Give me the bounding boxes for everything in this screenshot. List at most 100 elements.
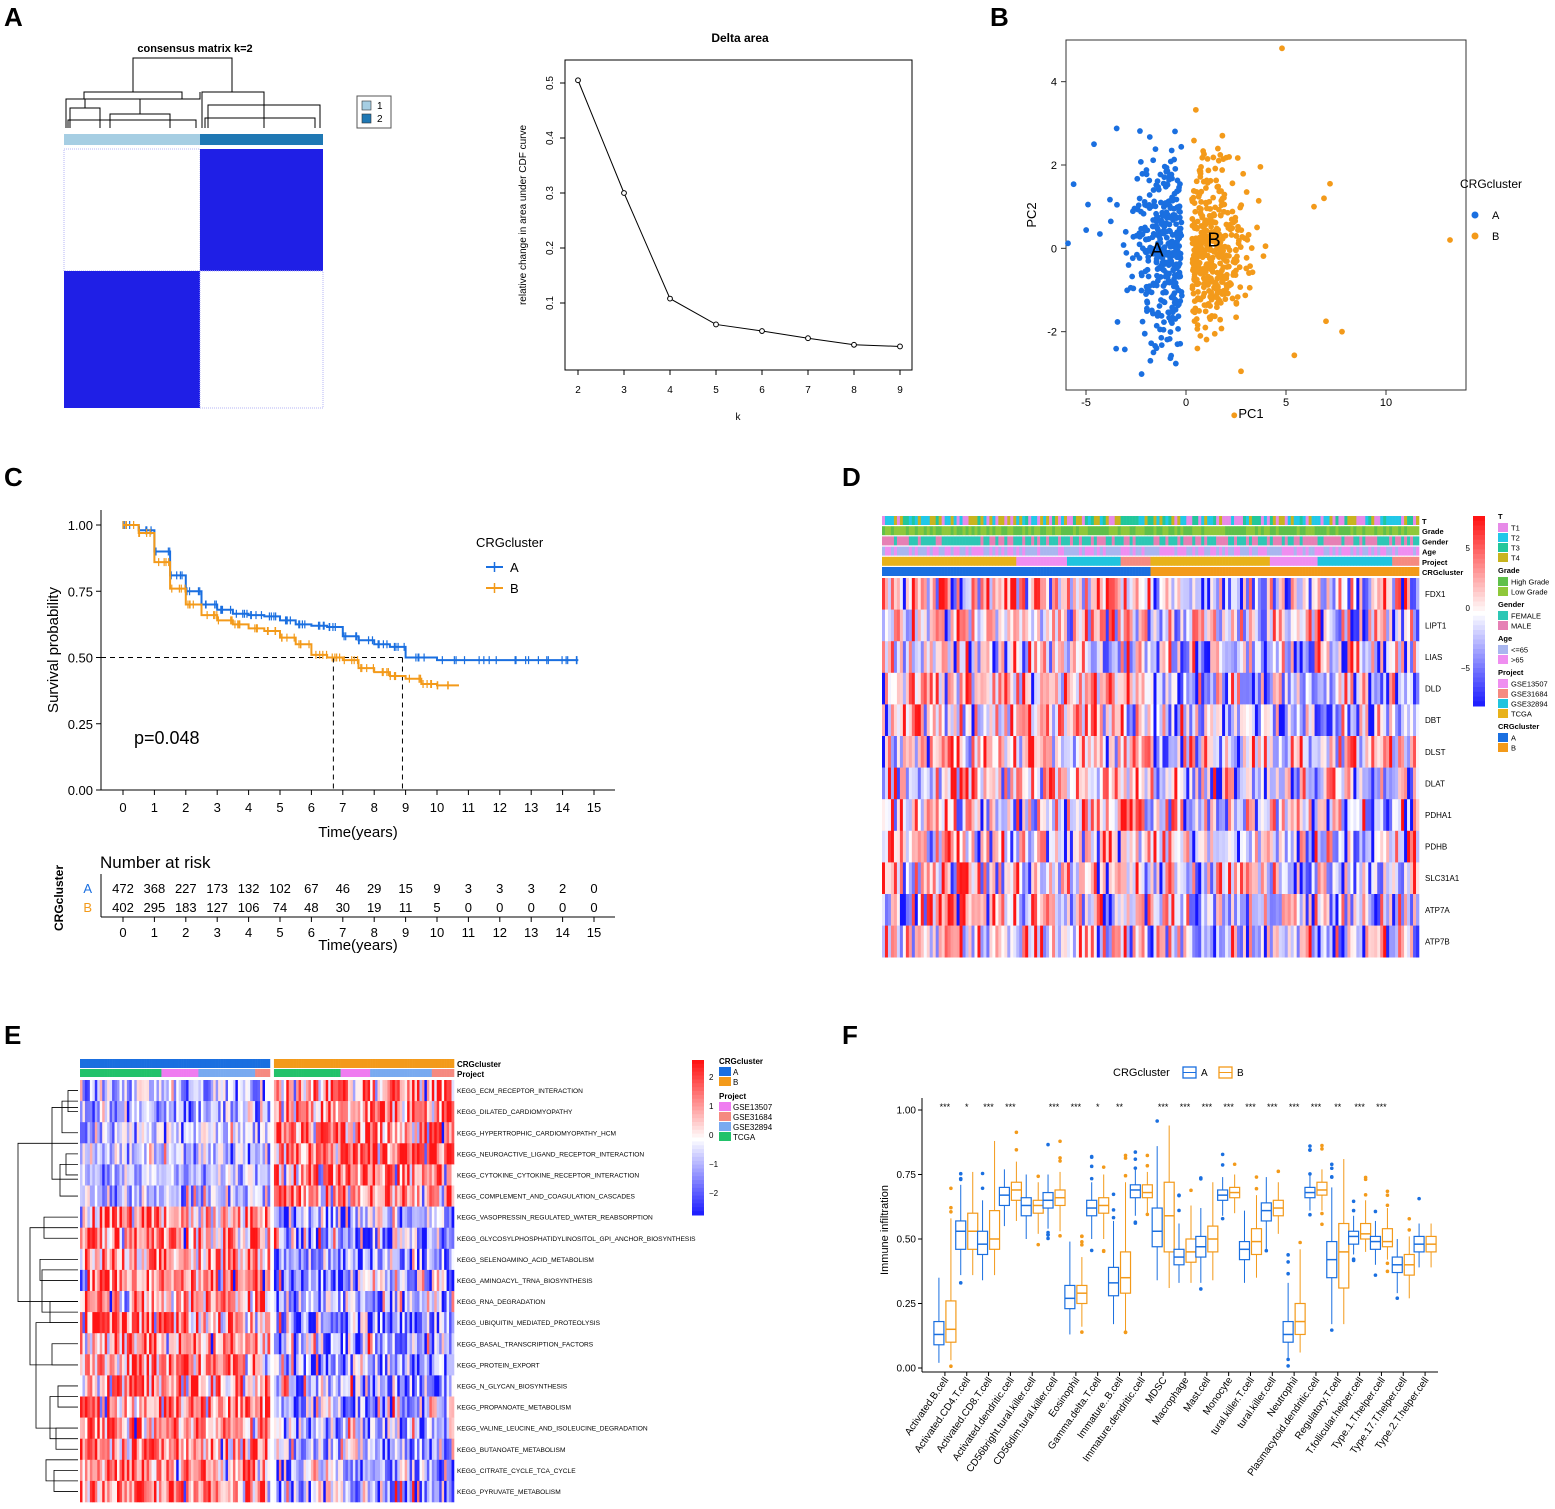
pca-point-b [1230,258,1237,265]
pca-point-a [1157,274,1164,280]
km-xlabel: Time(years) [318,824,397,841]
risk-value: 48 [304,900,318,915]
delta-point [759,328,765,334]
pca-point-b [1246,284,1253,291]
pca-point-b [1192,250,1198,257]
heatD-row-slc31a1 [882,862,1420,895]
pca-point-a [1124,287,1131,294]
heatD-colorbar-tick: 5 [1466,544,1471,553]
pca-ytick-label: 0 [1051,243,1057,255]
pca-point-a [1161,212,1168,219]
pca-point-a [1065,240,1071,247]
heatE-row [80,1480,455,1503]
box-a [1042,1142,1054,1241]
consensus-matrix-panel: consensus matrix k=2 1 2 [63,43,392,409]
heatE-pathway-label: KEGG_CYTOKINE_CYTOKINE_RECEPTOR_INTERACT… [457,1172,639,1179]
pca-point-b [1238,202,1245,209]
consensus-cluster2-bar [200,134,323,145]
box-a [998,1169,1010,1227]
pca-point-a [1160,228,1167,234]
pca-point-b [1196,296,1203,302]
pca-point-b [1231,412,1238,419]
pca-point-a [1152,342,1158,349]
pca-point-a [1174,177,1181,184]
pca-point-a [1167,205,1174,212]
risk-value: 0 [465,900,472,915]
pca-point-a [1157,171,1164,178]
pca-point-b [1195,193,1202,200]
pca-point-a [1145,273,1152,280]
box-significance: ** [1116,1102,1124,1112]
box-significance: * [965,1102,969,1112]
heatE-legend-label: A [733,1068,739,1077]
heatE-pathway-label: KEGG_PYRUVATE_METABOLISM [457,1489,561,1496]
risk-value: 0 [590,900,597,915]
box-significance: *** [1005,1102,1016,1112]
heatD-row-dbt [882,704,1420,737]
risk-value: 46 [336,881,350,896]
heatE-dendrogram [17,1090,78,1492]
heatE-row [80,1206,455,1228]
pca-point-a [1070,181,1077,188]
box-significance: *** [1376,1102,1387,1112]
heatD-legend-label: <=65 [1511,646,1528,655]
heatD-legend-swatch [1498,577,1508,586]
km-legend-label: A [510,560,519,575]
pca-point-a [1147,357,1154,364]
pca-point-a [1137,128,1143,134]
heatD-ann-label: Grade [1422,527,1444,536]
pca-point-a [1114,319,1121,325]
box-b [1403,1216,1415,1299]
heatE-row [80,1185,455,1207]
consensus-legend-1: 1 [377,101,383,112]
pca-point-b [1254,224,1260,231]
heatD-gene-label: SLC31A1 [1425,874,1460,883]
risk-xtick-label: 5 [276,925,283,940]
risk-value: 5 [433,900,440,915]
pca-point-b [1225,281,1232,288]
pca-point-a [1146,177,1153,184]
pca-point-b [1311,203,1317,210]
heatE-ann-cluster: CRGcluster [457,1060,501,1069]
pca-point-a [1154,213,1161,220]
pca-point-a [1173,221,1180,228]
pca-xtick-label: -5 [1081,397,1091,409]
pca-point-a [1178,143,1185,150]
heatD-legend-label: T3 [1511,544,1520,553]
heatE-row [80,1354,455,1376]
pca-point-b [1209,237,1216,244]
heatE-pathway-label: KEGG_PROPANOATE_METABOLISM [457,1405,571,1412]
pca-point-b [1209,265,1216,272]
panel-label-e: E [4,1020,22,1050]
pca-point-b [1190,290,1197,297]
heatE-row [80,1248,455,1271]
pca-point-a [1141,330,1148,337]
km-xtick-label: 9 [402,800,409,815]
pca-point-b [1216,297,1223,304]
pca-point-a [1136,241,1143,248]
km-xtick-label: 10 [430,800,444,815]
heatE-pathway-label: KEGG_DILATED_CARDIOMYOPATHY [457,1109,573,1116]
delta-point [575,77,581,84]
risk-xtick-label: 15 [587,925,601,940]
pca-point-b [1207,219,1214,226]
pca-point-b [1243,254,1250,261]
heatE-legend-swatch [719,1112,731,1121]
heatD-legend-swatch [1498,733,1508,742]
pca-point-b [1193,188,1200,195]
heatD-gene-label: ATP7A [1425,906,1450,915]
pca-point-b [1230,272,1237,278]
pca-point-b [1211,313,1218,320]
pca-point-b [1192,305,1199,312]
delta-ytick-label: 0.2 [545,241,556,255]
risk-xtick-label: 4 [245,925,252,940]
pca-point-a [1149,245,1156,252]
risk-value: 3 [465,881,472,896]
delta-point [621,190,627,196]
heatD-legend-label: >65 [1511,656,1524,665]
pca-point-a [1161,244,1168,251]
box-significance: *** [1158,1102,1169,1112]
heatE-pathway-label: KEGG_N_GLYCAN_BIOSYNTHESIS [457,1383,568,1390]
heatE-row [80,1312,455,1334]
heatE-row [80,1438,455,1461]
